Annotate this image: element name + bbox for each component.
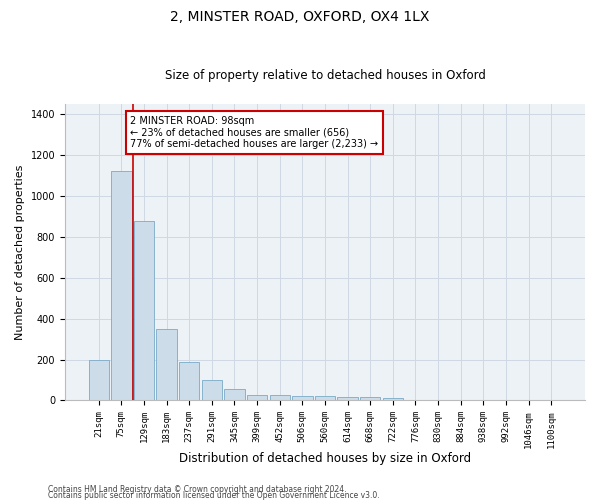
Y-axis label: Number of detached properties: Number of detached properties xyxy=(15,164,25,340)
Bar xyxy=(315,396,335,400)
Bar xyxy=(111,172,131,400)
Text: Contains public sector information licensed under the Open Government Licence v3: Contains public sector information licen… xyxy=(48,490,380,500)
Bar xyxy=(337,398,358,400)
Title: Size of property relative to detached houses in Oxford: Size of property relative to detached ho… xyxy=(164,69,485,82)
Bar xyxy=(89,360,109,401)
Bar xyxy=(360,398,380,400)
Text: 2 MINSTER ROAD: 98sqm
← 23% of detached houses are smaller (656)
77% of semi-det: 2 MINSTER ROAD: 98sqm ← 23% of detached … xyxy=(130,116,379,150)
Bar xyxy=(157,329,177,400)
Bar xyxy=(202,380,222,400)
Bar xyxy=(134,220,154,400)
X-axis label: Distribution of detached houses by size in Oxford: Distribution of detached houses by size … xyxy=(179,452,471,465)
Bar xyxy=(247,396,267,400)
Bar xyxy=(224,389,245,400)
Bar xyxy=(269,396,290,400)
Bar xyxy=(179,362,199,401)
Text: 2, MINSTER ROAD, OXFORD, OX4 1LX: 2, MINSTER ROAD, OXFORD, OX4 1LX xyxy=(170,10,430,24)
Text: Contains HM Land Registry data © Crown copyright and database right 2024.: Contains HM Land Registry data © Crown c… xyxy=(48,484,347,494)
Bar xyxy=(292,396,313,400)
Bar xyxy=(383,398,403,400)
